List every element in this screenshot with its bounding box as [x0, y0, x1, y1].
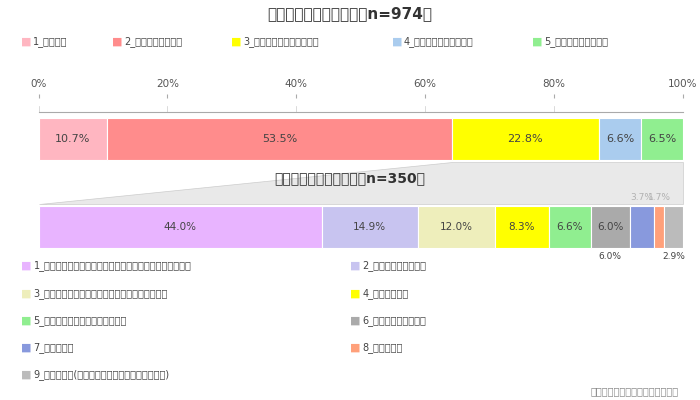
Bar: [38, 206, 322, 248]
Text: 22.8%: 22.8%: [508, 134, 543, 144]
Text: 3_あまり希望通りではない: 3_あまり希望通りではない: [243, 36, 318, 48]
Bar: [107, 118, 452, 160]
Text: 6_介護に専念するため: 6_介護に専念するため: [363, 315, 426, 326]
Text: 4_その他の理由: 4_その他の理由: [363, 288, 409, 299]
Text: ■: ■: [350, 261, 360, 271]
Text: 12.0%: 12.0%: [440, 222, 473, 232]
Text: 8_報酬が安い: 8_報酬が安い: [363, 342, 403, 353]
Bar: [664, 206, 683, 248]
Text: 8.3%: 8.3%: [509, 222, 535, 232]
Bar: [38, 118, 107, 160]
Text: 6.0%: 6.0%: [597, 222, 624, 232]
Text: ■: ■: [112, 37, 122, 47]
Text: 2_育児に専念するため: 2_育児に専念するため: [363, 260, 426, 272]
Text: 1_もっと働きたいが、希望する職種・仕事で働けないから: 1_もっと働きたいが、希望する職種・仕事で働けないから: [34, 260, 192, 272]
Text: ■: ■: [21, 261, 32, 271]
Bar: [452, 118, 598, 160]
Bar: [654, 206, 664, 248]
Text: ■: ■: [350, 288, 360, 298]
Bar: [322, 206, 418, 248]
Text: ソフトブレーン・フィールド調べ: ソフトブレーン・フィールド調べ: [591, 386, 679, 396]
Text: 3.7%: 3.7%: [630, 193, 653, 202]
Text: 3_扶養控除や社会保険の適用範囲で働きたいから: 3_扶養控除や社会保険の適用範囲で働きたいから: [34, 288, 168, 299]
Text: 1.7%: 1.7%: [648, 193, 671, 202]
Text: 6.6%: 6.6%: [556, 222, 583, 232]
Text: 14.9%: 14.9%: [354, 222, 386, 232]
Bar: [549, 206, 591, 248]
Text: 1_希望通り: 1_希望通り: [33, 36, 67, 48]
Text: 53.5%: 53.5%: [262, 134, 298, 144]
Text: 9_ダブルケア(育児と介護の両方に専念するため): 9_ダブルケア(育児と介護の両方に専念するため): [34, 369, 169, 380]
Text: ■: ■: [21, 288, 32, 298]
Text: 6.0%: 6.0%: [599, 252, 622, 261]
Text: 5_どちらともいえない: 5_どちらともいえない: [544, 36, 608, 48]
Polygon shape: [38, 162, 682, 204]
Text: 6.5%: 6.5%: [648, 134, 676, 144]
Text: ■: ■: [392, 37, 402, 47]
Text: ■: ■: [532, 37, 542, 47]
Bar: [591, 206, 630, 248]
Text: 4_全く希望通りではない: 4_全く希望通りではない: [404, 36, 474, 48]
Bar: [641, 118, 683, 160]
Bar: [598, 118, 641, 160]
Text: 2_まあまあ希望通り: 2_まあまあ希望通り: [124, 36, 182, 48]
Text: 7_病傷療養中: 7_病傷療養中: [34, 342, 74, 353]
Text: ■: ■: [350, 342, 360, 353]
Text: 希望通りではない理由（n=350）: 希望通りではない理由（n=350）: [274, 171, 426, 185]
Text: 44.0%: 44.0%: [164, 222, 197, 232]
Text: ■: ■: [350, 315, 360, 326]
Text: ■: ■: [21, 370, 32, 380]
Text: 2.9%: 2.9%: [662, 252, 685, 261]
Text: ■: ■: [21, 342, 32, 353]
Text: 10.7%: 10.7%: [55, 134, 90, 144]
Text: ■: ■: [231, 37, 241, 47]
Text: ■: ■: [21, 315, 32, 326]
Bar: [418, 206, 495, 248]
Text: 6.6%: 6.6%: [606, 134, 634, 144]
Text: 現在の働き方について（n=974）: 現在の働き方について（n=974）: [267, 6, 433, 21]
Bar: [630, 206, 654, 248]
Text: 5_専業主婦として家庭を守りたい: 5_専業主婦として家庭を守りたい: [34, 315, 127, 326]
Bar: [495, 206, 549, 248]
Text: ■: ■: [21, 37, 32, 47]
